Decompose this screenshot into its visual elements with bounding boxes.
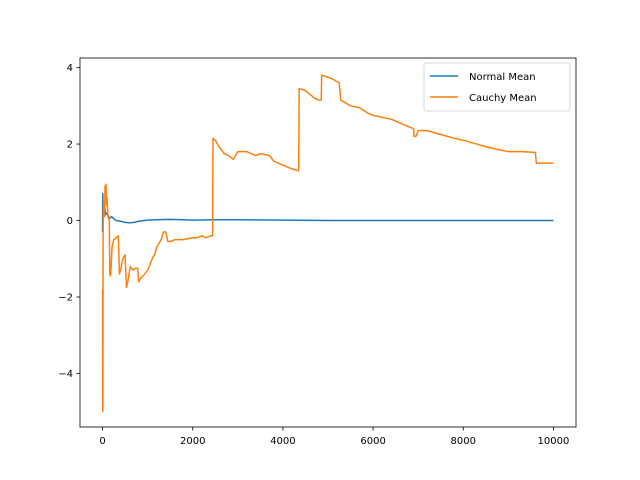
y-tick-label: 0 <box>67 216 73 227</box>
y-tick-label: 4 <box>67 63 73 74</box>
legend-label-normal-mean: Normal Mean <box>469 72 536 83</box>
y-tick-label: −4 <box>58 369 73 380</box>
x-tick-label: 4000 <box>270 436 295 447</box>
y-tick-label: −2 <box>58 292 73 303</box>
plot-area-frame <box>79 57 577 428</box>
x-tick-label: 0 <box>99 436 105 447</box>
series-line-cauchy-mean <box>101 74 554 413</box>
legend: Normal Mean Cauchy Mean <box>423 62 571 112</box>
x-tick-label: 2000 <box>180 436 205 447</box>
legend-label-cauchy-mean: Cauchy Mean <box>469 93 537 104</box>
x-tick-label: 10000 <box>538 436 570 447</box>
legend-box <box>423 62 571 112</box>
x-tick-label: 6000 <box>360 436 385 447</box>
y-tick-label: 2 <box>67 140 73 151</box>
x-tick-label: 8000 <box>451 436 476 447</box>
series-line-normal-mean <box>101 193 554 232</box>
